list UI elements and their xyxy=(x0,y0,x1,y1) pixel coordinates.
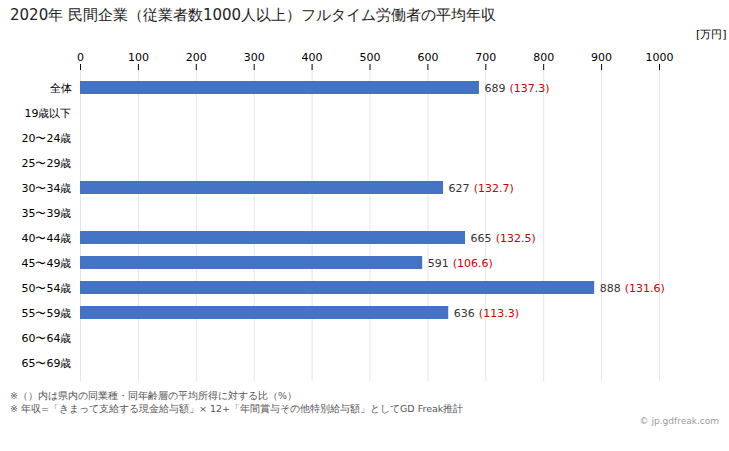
svg-text:665: 665 xyxy=(471,232,492,245)
svg-text:900: 900 xyxy=(591,51,612,64)
svg-text:888: 888 xyxy=(600,282,621,295)
svg-text:35〜39歳: 35〜39歳 xyxy=(22,207,72,220)
svg-text:(113.3): (113.3) xyxy=(479,307,519,320)
svg-text:65〜69歳: 65〜69歳 xyxy=(22,357,72,370)
svg-text:(137.3): (137.3) xyxy=(510,82,550,95)
html-text:※（）内は県内の同業種・同年齢層の平均所得に対する比（%）: ※（）内は県内の同業種・同年齢層の平均所得に対する比（%） xyxy=(10,390,297,401)
svg-text:100: 100 xyxy=(128,51,149,64)
svg-text:60〜64歳: 60〜64歳 xyxy=(22,332,72,345)
svg-text:(131.6): (131.6) xyxy=(625,282,665,295)
svg-text:(132.5): (132.5) xyxy=(496,232,536,245)
svg-text:400: 400 xyxy=(302,51,323,64)
svg-text:19歳以下: 19歳以下 xyxy=(25,107,72,120)
html-text:© jp.gdfreak.com: © jp.gdfreak.com xyxy=(639,416,719,426)
svg-text:636: 636 xyxy=(454,307,475,320)
svg-text:20〜24歳: 20〜24歳 xyxy=(22,132,72,145)
svg-text:(132.7): (132.7) xyxy=(474,182,514,195)
svg-text:(106.6): (106.6) xyxy=(453,257,493,270)
svg-text:0: 0 xyxy=(77,51,84,64)
svg-text:30〜34歳: 30〜34歳 xyxy=(22,182,72,195)
svg-text:全体: 全体 xyxy=(50,82,72,95)
svg-text:689: 689 xyxy=(484,82,505,95)
svg-text:700: 700 xyxy=(475,51,496,64)
svg-text:200: 200 xyxy=(186,51,207,64)
svg-text:40〜44歳: 40〜44歳 xyxy=(22,232,72,245)
svg-text:[万円]: [万円] xyxy=(696,28,727,41)
svg-text:591: 591 xyxy=(428,257,449,270)
html-text:2020年 民間企業（従業者数1000人以上）フルタイム労働: 2020年 民間企業（従業者数1000人以上）フルタイム労働者の平均年収 xyxy=(10,6,497,24)
svg-text:500: 500 xyxy=(360,51,381,64)
svg-text:300: 300 xyxy=(244,51,265,64)
svg-text:25〜29歳: 25〜29歳 xyxy=(22,157,72,170)
svg-text:800: 800 xyxy=(533,51,554,64)
svg-text:45〜49歳: 45〜49歳 xyxy=(22,257,72,270)
svg-text:50〜54歳: 50〜54歳 xyxy=(22,282,72,295)
html-text:※ 年収=「きまって支給する現金給与額」× 12+「年間賞与: ※ 年収=「きまって支給する現金給与額」× 12+「年間賞与その他特別給与額」と… xyxy=(10,403,464,414)
svg-text:627: 627 xyxy=(449,182,470,195)
svg-text:600: 600 xyxy=(417,51,438,64)
svg-text:1000: 1000 xyxy=(646,51,674,64)
svg-text:55〜59歳: 55〜59歳 xyxy=(22,307,72,320)
